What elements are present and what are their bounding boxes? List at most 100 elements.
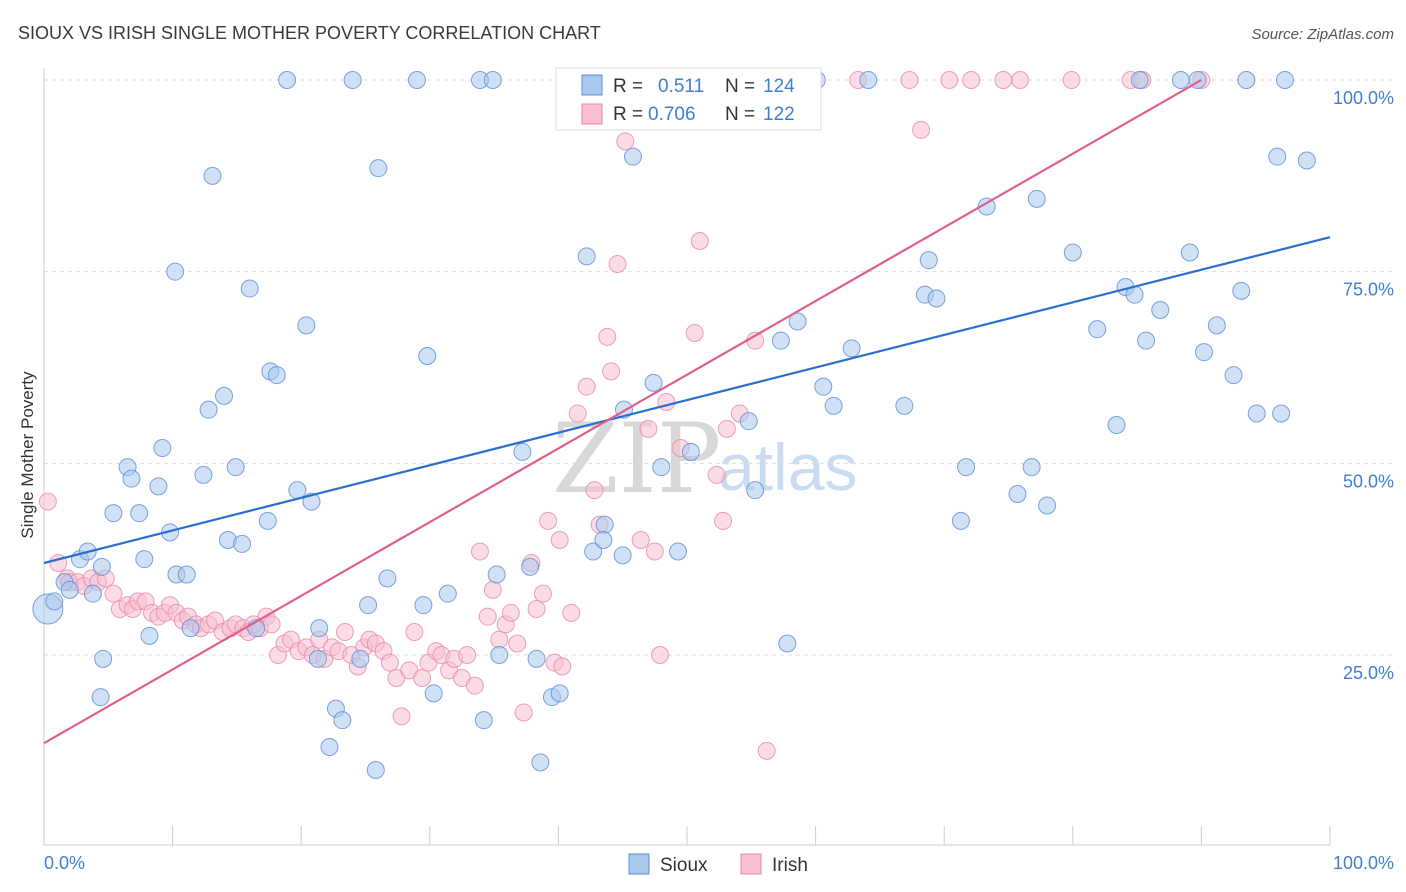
irish-point [577,377,596,396]
sioux-point [644,373,663,392]
irish-point [380,653,399,672]
sioux-point [1022,458,1041,477]
legend-bottom-sioux-label: Sioux [660,855,708,876]
irish-point [501,603,520,622]
legend-sioux-swatch [581,74,603,96]
irish-point [631,531,650,549]
irish-point [478,607,497,626]
grid-lines [44,79,1393,656]
sioux-point [366,761,385,779]
sioux-point [1038,496,1057,515]
sioux-point [83,584,102,603]
irish-point [717,419,736,438]
sioux-point [438,584,457,603]
sioux-point [513,442,532,461]
sioux-point [1137,331,1156,350]
sioux-point [378,569,397,588]
sioux-point [1224,366,1243,385]
sioux-point [351,649,370,668]
sioux-point [788,312,807,331]
sioux-point [1107,416,1126,434]
sioux-point [240,279,259,298]
sioux-trend-line [43,236,1331,565]
irish-point [562,603,581,622]
irish-point [104,584,123,603]
irish-point [413,669,432,687]
sioux-point [1027,189,1046,208]
sioux-point [308,649,327,668]
sioux-point [474,711,493,730]
sioux-point [1088,320,1107,339]
sioux-point [1247,404,1266,423]
irish-point [690,232,709,250]
irish-point [650,646,669,664]
sioux-point [842,339,861,358]
legend-bottom-irish-label: Irish [772,855,808,876]
sioux-point [1297,151,1316,170]
sioux-point [594,531,613,549]
irish-point [598,327,617,346]
legend-irish-r-label: R = [613,104,643,125]
sioux-point [60,580,79,599]
sioux-point [369,159,388,178]
irish-point [714,511,733,530]
sioux-point [1268,147,1287,166]
sioux-point [977,197,996,216]
irish-point [940,71,959,89]
y-tick-label: 75.0% [1343,280,1394,300]
watermark-atlas: atlas [718,430,857,504]
irish-point [490,630,509,649]
sioux-point [668,542,687,561]
legend-irish-swatch [581,103,603,125]
irish-point [994,71,1013,89]
sioux-point [623,147,642,166]
legend-sioux-r-value: 0.511 [658,76,704,97]
legend-irish-n-value: 122 [763,104,795,125]
sioux-point [407,71,426,89]
chart-source: Source: ZipAtlas.com [1251,26,1394,43]
sioux-point [288,481,307,500]
irish-point [568,404,587,423]
legend-sioux-r-label: R = [613,76,643,97]
irish-point [470,542,489,561]
sioux-point [153,439,172,457]
sioux-point [310,619,329,638]
sioux-point [1130,71,1149,89]
irish-point [757,741,776,760]
irish-point [38,492,57,511]
sioux-point [521,557,540,576]
sioux-point [215,386,234,405]
irish-point [392,707,411,726]
irish-point [539,511,558,530]
axes [43,68,1331,846]
legend-top: R = 0.511 N = 124 R = 0.706 N = 122 [555,67,822,131]
irish-point [483,580,502,599]
sioux-point [951,511,970,530]
irish-point [527,600,546,618]
sioux-point [778,634,797,653]
irish-point [405,623,424,641]
sioux-point [483,71,502,89]
sioux-points [32,71,1316,779]
sioux-point [1207,316,1226,335]
sioux-point [140,626,159,645]
y-tick-label: 50.0% [1343,471,1394,491]
sioux-point [258,511,277,530]
sioux-point [550,684,569,703]
irish-point [616,132,635,151]
sioux-point [424,684,443,703]
y-tick-label: 25.0% [1343,663,1394,683]
irish-point [657,393,676,411]
irish-point [514,703,533,722]
legend-irish-r-value: 0.706 [648,104,696,125]
legend-bottom-irish-swatch [740,853,762,875]
irish-point [458,646,477,664]
irish-point [685,324,704,342]
sioux-point [94,649,113,668]
y-tick-label: 100.0% [1333,88,1394,108]
sioux-point [919,251,938,270]
sioux-point [771,331,790,350]
sioux-point [343,71,362,89]
sioux-point [1151,301,1170,319]
irish-point [508,634,527,653]
